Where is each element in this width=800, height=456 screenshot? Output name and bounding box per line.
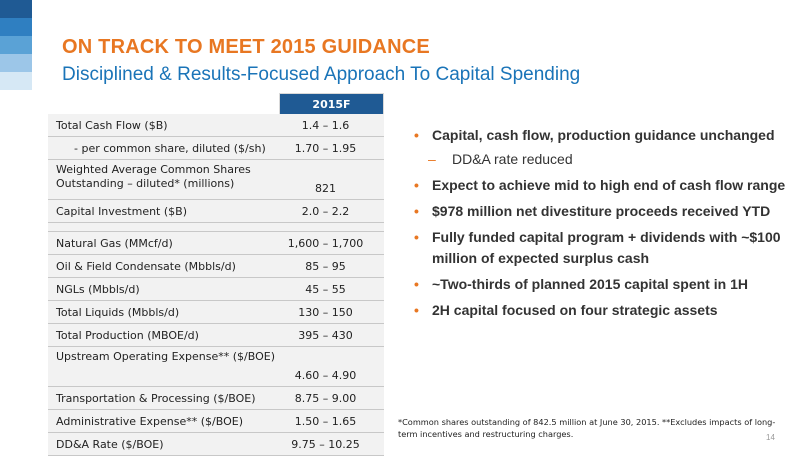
row-value: 1,600 – 1,700 <box>287 236 364 250</box>
row-label: Weighted Average Common Shares Outstandi… <box>56 163 251 190</box>
bullet-dot-icon: • <box>414 177 419 193</box>
bullet-text: DD&A rate reduced <box>452 151 573 167</box>
decorative-stripe <box>0 0 32 90</box>
table-header-row: 2015F <box>48 93 384 114</box>
page-title: ON TRACK TO MEET 2015 GUIDANCE <box>62 36 430 58</box>
bullet-item: • $978 million net divestiture proceeds … <box>412 201 792 222</box>
bullet-item: • 2H capital focused on four strategic a… <box>412 300 792 321</box>
row-label: DD&A Rate ($/BOE) <box>56 437 164 451</box>
row-label: Total Cash Flow ($B) <box>56 118 168 132</box>
bullet-item: • ~Two-thirds of planned 2015 capital sp… <box>412 274 792 295</box>
table-row: Oil & Field Condensate (Mbbls/d) 85 – 95 <box>48 255 384 278</box>
bullet-text: Capital, cash flow, production guidance … <box>432 127 775 143</box>
guidance-table: 2015F Total Cash Flow ($B) 1.4 – 1.6 - p… <box>48 93 384 456</box>
row-value: 130 – 150 <box>298 305 353 319</box>
table-row: Upstream Operating Expense** ($/BOE) 4.6… <box>48 347 384 387</box>
row-label: - per common share, diluted ($/sh) <box>74 141 266 155</box>
row-label: Natural Gas (MMcf/d) <box>56 236 173 250</box>
bullet-text: Expect to achieve mid to high end of cas… <box>432 177 786 193</box>
row-label: Total Production (MBOE/d) <box>56 328 199 342</box>
bullet-dot-icon: • <box>414 276 419 292</box>
table-row: Natural Gas (MMcf/d) 1,600 – 1,700 <box>48 232 384 255</box>
bullet-list: • Capital, cash flow, production guidanc… <box>412 125 792 321</box>
row-value: 9.75 – 10.25 <box>291 437 360 451</box>
table-row: DD&A Rate ($/BOE) 9.75 – 10.25 <box>48 433 384 456</box>
table-row: Total Production (MBOE/d) 395 – 430 <box>48 324 384 347</box>
table-row: Total Cash Flow ($B) 1.4 – 1.6 <box>48 114 384 137</box>
bullet-item: • Fully funded capital program + dividen… <box>412 227 792 269</box>
bullet-dot-icon: • <box>414 203 419 219</box>
table-row: Transportation & Processing ($/BOE) 8.75… <box>48 387 384 410</box>
row-value: 8.75 – 9.00 <box>294 391 357 405</box>
row-value: 395 – 430 <box>298 328 353 342</box>
bullet-text: Fully funded capital program + dividends… <box>432 229 781 266</box>
table-row: - per common share, diluted ($/sh) 1.70 … <box>48 137 384 160</box>
row-label: Total Liquids (Mbbls/d) <box>56 305 180 319</box>
row-value: 85 – 95 <box>305 259 346 273</box>
table-row: Administrative Expense** ($/BOE) 1.50 – … <box>48 410 384 433</box>
footnote: *Common shares outstanding of 842.5 mill… <box>398 417 776 439</box>
row-value: 1.4 – 1.6 <box>301 118 350 132</box>
bullet-text: $978 million net divestiture proceeds re… <box>432 203 771 219</box>
column-header-2015f: 2015F <box>279 93 384 114</box>
bullet-text: 2H capital focused on four strategic ass… <box>432 302 718 318</box>
row-value: 1.70 – 1.95 <box>294 141 357 155</box>
bullet-text: ~Two-thirds of planned 2015 capital spen… <box>432 276 748 292</box>
table-row: Total Liquids (Mbbls/d) 130 – 150 <box>48 301 384 324</box>
sub-bullet-item: – DD&A rate reduced <box>412 149 792 170</box>
bullet-item: • Expect to achieve mid to high end of c… <box>412 175 792 196</box>
page-subtitle: Disciplined & Results-Focused Approach T… <box>62 64 581 85</box>
bullet-dot-icon: • <box>414 302 419 318</box>
bullet-item: • Capital, cash flow, production guidanc… <box>412 125 792 146</box>
row-value: 4.60 – 4.90 <box>294 369 357 382</box>
row-value: 821 <box>315 182 336 195</box>
page-number: 14 <box>766 433 775 442</box>
row-label: Administrative Expense** ($/BOE) <box>56 414 243 428</box>
table-row: Capital Investment ($B) 2.0 – 2.2 <box>48 200 384 223</box>
row-label: Oil & Field Condensate (Mbbls/d) <box>56 259 236 273</box>
row-label: Upstream Operating Expense** ($/BOE) <box>56 350 275 363</box>
table-row: Weighted Average Common Shares Outstandi… <box>48 160 384 200</box>
row-value: 1.50 – 1.65 <box>294 414 357 428</box>
row-label: NGLs (Mbbls/d) <box>56 282 140 296</box>
table-spacer-row <box>48 223 384 232</box>
row-label: Capital Investment ($B) <box>56 204 187 218</box>
table-row: NGLs (Mbbls/d) 45 – 55 <box>48 278 384 301</box>
row-label: Transportation & Processing ($/BOE) <box>56 391 256 405</box>
row-value: 2.0 – 2.2 <box>301 204 350 218</box>
dash-icon: – <box>428 151 436 167</box>
row-value: 45 – 55 <box>305 282 346 296</box>
bullet-dot-icon: • <box>414 229 419 245</box>
bullet-dot-icon: • <box>414 127 419 143</box>
